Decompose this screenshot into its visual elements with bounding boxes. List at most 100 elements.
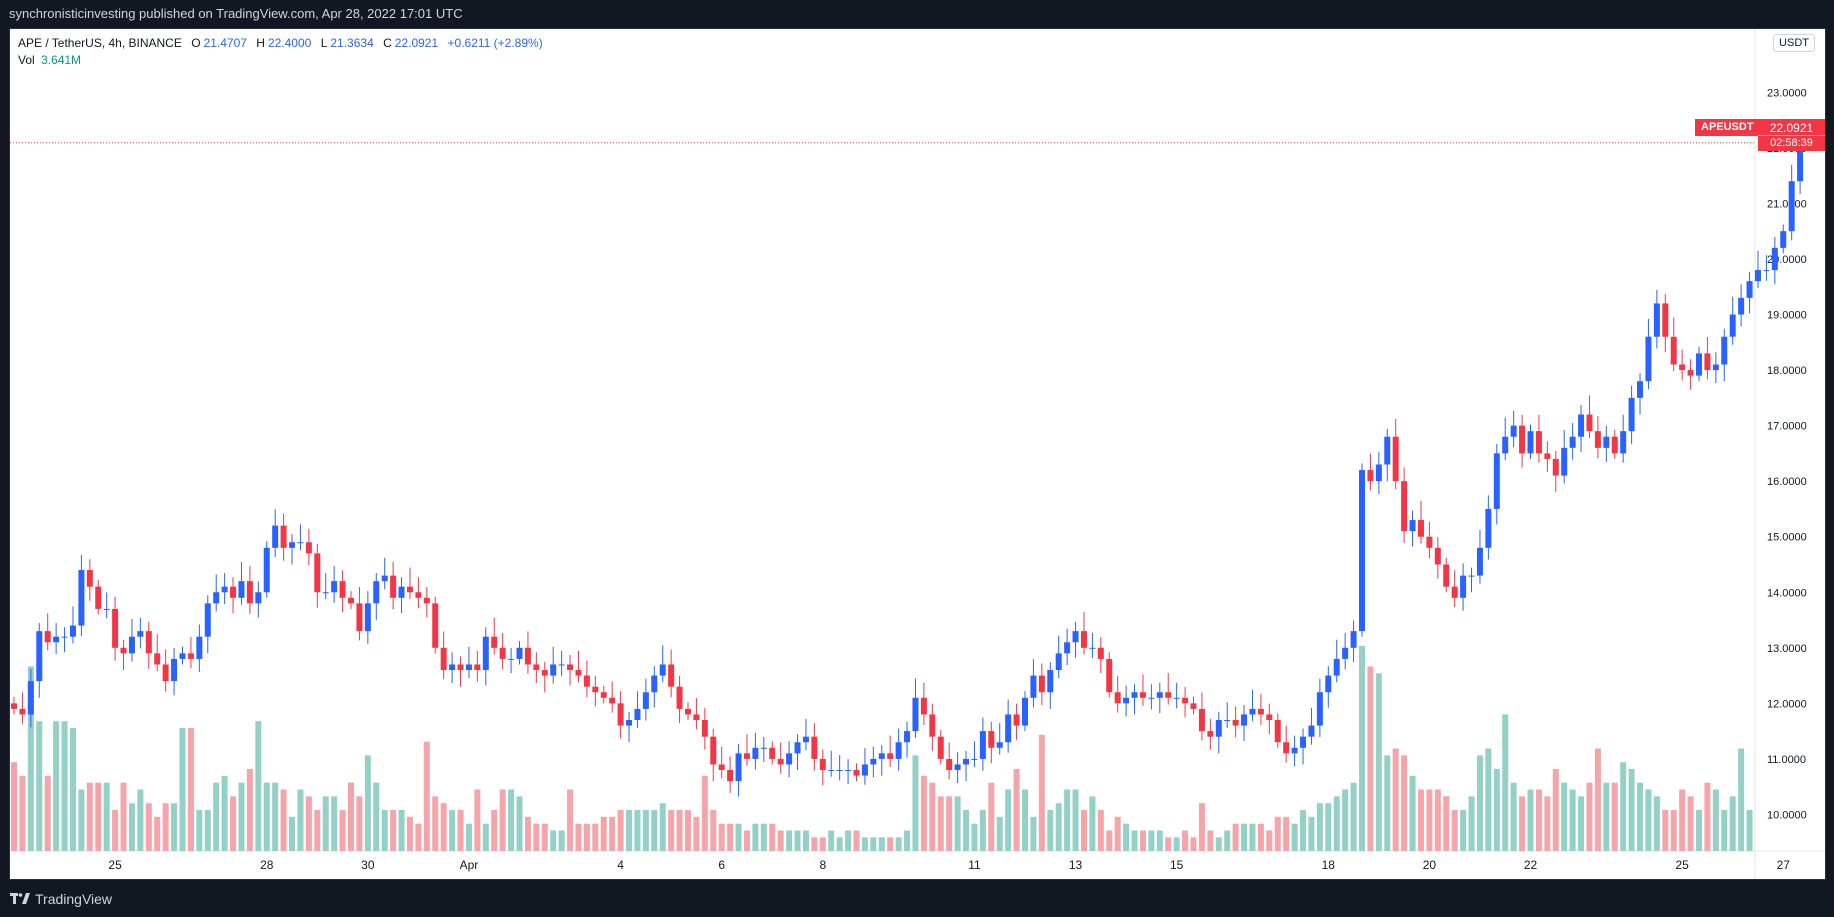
candle-body[interactable]: [482, 636, 489, 671]
candle-body[interactable]: [246, 581, 253, 604]
candle-body[interactable]: [1139, 692, 1146, 698]
candle-body[interactable]: [811, 736, 818, 759]
candle-body[interactable]: [1089, 647, 1096, 649]
candle-body[interactable]: [339, 581, 346, 598]
candle-body[interactable]: [11, 703, 17, 709]
candle-body[interactable]: [600, 692, 607, 698]
candle-body[interactable]: [1620, 431, 1627, 454]
legend-symbol[interactable]: APE / TetherUS, 4h, BINANCE: [18, 36, 182, 50]
candle-body[interactable]: [213, 592, 220, 604]
candle-body[interactable]: [1274, 720, 1281, 743]
candle-body[interactable]: [1190, 703, 1197, 709]
candle-body[interactable]: [238, 581, 245, 598]
candle-body[interactable]: [1409, 520, 1416, 532]
candle-body[interactable]: [221, 586, 228, 593]
candle-body[interactable]: [1215, 720, 1222, 737]
candle-body[interactable]: [777, 758, 784, 765]
candle-body[interactable]: [1738, 297, 1745, 315]
candle-body[interactable]: [406, 586, 413, 593]
candle-body[interactable]: [1257, 708, 1264, 715]
candle-body[interactable]: [187, 653, 194, 659]
candle-body[interactable]: [1384, 436, 1391, 465]
candle-body[interactable]: [1131, 692, 1138, 698]
candle-body[interactable]: [760, 747, 767, 749]
candle-body[interactable]: [19, 708, 26, 715]
candle-body[interactable]: [853, 770, 860, 776]
candle-body[interactable]: [794, 742, 801, 754]
candle-body[interactable]: [735, 753, 742, 782]
candle-body[interactable]: [1047, 670, 1054, 693]
candle-body[interactable]: [364, 603, 371, 632]
candle-body[interactable]: [1375, 464, 1382, 482]
candle-body[interactable]: [1097, 647, 1104, 659]
candle-body[interactable]: [592, 686, 599, 693]
candle-body[interactable]: [1114, 692, 1121, 704]
candle-body[interactable]: [583, 675, 590, 687]
candle-body[interactable]: [1679, 364, 1686, 371]
candle-body[interactable]: [86, 570, 93, 587]
candle-body[interactable]: [1586, 414, 1593, 432]
candle-body[interactable]: [1316, 692, 1323, 726]
candle-body[interactable]: [465, 664, 472, 671]
candle-body[interactable]: [819, 758, 826, 771]
candle-body[interactable]: [120, 647, 127, 654]
candle-body[interactable]: [1628, 397, 1635, 432]
candle-body[interactable]: [61, 636, 68, 638]
candle-body[interactable]: [1300, 736, 1307, 748]
candle-body[interactable]: [1283, 742, 1290, 754]
candle-body[interactable]: [1637, 381, 1644, 398]
candle-body[interactable]: [103, 608, 110, 610]
candle-body[interactable]: [373, 581, 380, 604]
candle-body[interactable]: [516, 647, 523, 659]
candle-body[interactable]: [162, 664, 169, 682]
candle-body[interactable]: [1544, 453, 1551, 459]
candle-body[interactable]: [1754, 270, 1761, 282]
candle-body[interactable]: [1594, 431, 1601, 448]
candle-body[interactable]: [289, 542, 296, 548]
candle-body[interactable]: [508, 658, 515, 660]
candle-body[interactable]: [786, 753, 793, 765]
candle-body[interactable]: [1788, 181, 1795, 232]
candle-body[interactable]: [1308, 725, 1315, 737]
candle-body[interactable]: [1401, 481, 1408, 532]
candle-body[interactable]: [1266, 714, 1273, 721]
candle-body[interactable]: [137, 631, 144, 637]
candle-body[interactable]: [743, 753, 750, 759]
candle-body[interactable]: [1072, 631, 1079, 643]
candle-body[interactable]: [996, 742, 1003, 748]
candle-body[interactable]: [1687, 370, 1694, 376]
candle-body[interactable]: [1359, 470, 1365, 632]
candle-body[interactable]: [769, 747, 776, 759]
candle-body[interactable]: [1080, 631, 1087, 648]
candle-body[interactable]: [676, 686, 683, 709]
candle-body[interactable]: [112, 608, 119, 648]
candle-body[interactable]: [946, 758, 953, 771]
candle-body[interactable]: [314, 553, 321, 593]
candle-body[interactable]: [1173, 697, 1180, 699]
candle-body[interactable]: [1670, 336, 1677, 365]
candle-body[interactable]: [255, 592, 262, 604]
candle-body[interactable]: [204, 603, 211, 637]
candle-body[interactable]: [440, 647, 447, 671]
candle-body[interactable]: [1443, 564, 1450, 587]
candle-body[interactable]: [887, 753, 894, 759]
candle-body[interactable]: [491, 636, 498, 648]
candle-body[interactable]: [1325, 675, 1332, 693]
candle-body[interactable]: [617, 703, 624, 726]
candle-body[interactable]: [1797, 142, 1804, 182]
candle-body[interactable]: [870, 758, 877, 765]
candle-body[interactable]: [963, 758, 970, 765]
candle-body[interactable]: [69, 625, 76, 637]
price-unit-button[interactable]: USDT: [1773, 34, 1815, 52]
candle-body[interactable]: [904, 731, 911, 743]
candle-body[interactable]: [929, 714, 936, 737]
candle-body[interactable]: [845, 770, 852, 772]
candle-body[interactable]: [1510, 425, 1517, 437]
candle-body[interactable]: [381, 575, 388, 582]
candle-body[interactable]: [1603, 436, 1610, 448]
candle-body[interactable]: [1030, 675, 1037, 698]
candle-body[interactable]: [718, 764, 725, 771]
candle-body[interactable]: [1148, 697, 1155, 699]
candle-body[interactable]: [1460, 575, 1467, 598]
candle-body[interactable]: [499, 647, 506, 659]
